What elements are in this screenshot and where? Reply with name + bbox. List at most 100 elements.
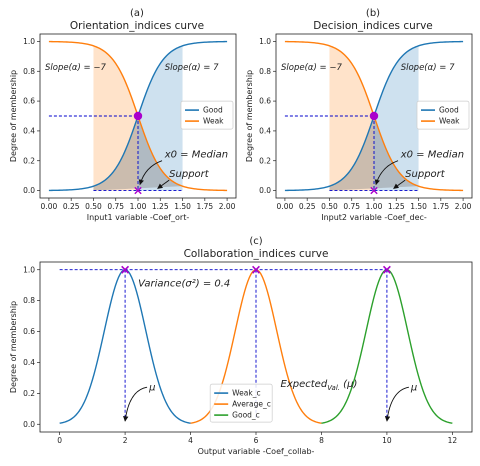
plot-b-support-label: Support (405, 169, 446, 180)
plot-c-mu-label: μ (148, 382, 155, 393)
expected-tail: (μ) (340, 379, 357, 390)
plot-c-x-tick-label: 12 (448, 436, 458, 445)
plot-a-x-tick-label: 1.50 (174, 202, 191, 211)
panel-c-label: (c) (249, 236, 262, 247)
plot-c-x-tick-label: 8 (319, 436, 324, 445)
plot-c-x-tick-label: 6 (254, 436, 259, 445)
plot-a-support-arrow (157, 179, 170, 189)
plot-a-y-tick-label: 0.2 (23, 156, 35, 165)
plot-b-slope-left-label: Slope(α) = −7 (281, 63, 342, 73)
panel-b-label: (b) (366, 8, 380, 19)
plot-a-y-tick-label: 0.4 (23, 127, 35, 136)
plot-c-y-tick-label: 0.0 (23, 420, 35, 429)
plot-b-x-tick-label: 1.00 (366, 202, 383, 211)
plot-a-x-tick-label: 2.00 (219, 202, 236, 211)
plot-b-y-tick-label: 0.2 (259, 156, 271, 165)
plot-b-legend-label-good: Good (439, 106, 459, 115)
plot-b-shaded-weak (329, 45, 374, 191)
plot-a-legend-label-good: Good (203, 106, 223, 115)
panel-a-title: Orientation_indices curve (70, 20, 204, 32)
plot-b-x-tick-label: 0.75 (343, 202, 360, 211)
expected-subscript: Val. (327, 384, 340, 392)
plot-a-x-tick-label: 1.25 (152, 202, 169, 211)
plot-c-y-tick-label: 1.0 (23, 265, 35, 274)
plot-a-shaded-good (138, 45, 183, 191)
plot-b-y-tick-label: 0.4 (259, 127, 271, 136)
plot-b-x-tick-label: 1.25 (388, 202, 405, 211)
plot-c-x-tick-label: 4 (188, 436, 193, 445)
plot-c-peak-marker (252, 265, 260, 274)
plot-c-legend-label-good-c: Good_c (232, 411, 260, 420)
plot-b-crossover-point (369, 111, 379, 121)
plot-c-expected-label: ExpectedVal. (μ) (281, 379, 358, 392)
plot-a-x-tick-label: 0.25 (63, 202, 80, 211)
plot-a-support-label: Support (169, 169, 210, 180)
plot-b-x-tick-label: 2.00 (455, 202, 472, 211)
plot-c-y-axis-label: Degree of membership (9, 301, 18, 393)
plot-b-x-tick-label: 1.75 (432, 202, 449, 211)
plot-a-x-tick-label: 0.50 (85, 202, 102, 211)
plot-a-y-axis-label: Degree of membership (9, 70, 18, 162)
plot-a-y-tick-label: 1.0 (23, 37, 35, 46)
plot-c-legend-label-average-c: Average_c (232, 400, 271, 409)
plot-c-mu-arrow (384, 386, 409, 422)
plot-a-y-tick-label: 0.6 (23, 97, 35, 106)
plot-a-slope-right-label: Slope(α) = 7 (165, 63, 219, 73)
panel-a-label: (a) (130, 8, 144, 19)
plot-c-x-axis-label: Output variable -Coef_collab- (198, 447, 315, 456)
plot-a: 0.00 0.25 0.50 0.75 1.00 1.25 1.50 1.75 2.00 0.0 0… (9, 33, 237, 222)
plot-b-slope-right-label: Slope(α) = 7 (401, 63, 455, 73)
plot-a-median-label: x0 = Median (164, 150, 228, 161)
plot-a-y-tick-label: 0.8 (23, 67, 35, 76)
plot-b-y-tick-label: 0.8 (259, 67, 271, 76)
plot-b-median-marker (370, 186, 378, 195)
plot-b-median-label: x0 = Median (400, 150, 464, 161)
plot-c-variance-label: Variance(σ²) = 0.4 (138, 279, 230, 290)
plot-b-x-axis-label: Input2 variable -Coef_dec- (321, 213, 427, 222)
plot-b-legend-label-weak: Weak (439, 117, 460, 126)
plot-c-mu-arrow (123, 386, 148, 422)
plot-a-median-arrow (138, 160, 163, 186)
plot-a-y-tick-label: 0.0 (23, 186, 35, 195)
plot-c-peak-marker (121, 265, 130, 274)
plot-b-x-tick-label: 1.50 (410, 202, 427, 211)
plot-a-slope-left-label: Slope(α) = −7 (45, 63, 106, 73)
plot-b-y-tick-label: 0.6 (259, 97, 271, 106)
plot-b-shaded-good (374, 45, 419, 191)
plot-b-legend-box (416, 100, 470, 130)
plot-a-median-marker (134, 186, 142, 195)
plot-a-crossover-point (133, 111, 143, 121)
plot-b-y-tick-label: 1.0 (259, 37, 271, 46)
plot-c-y-tick-label: 0.4 (23, 358, 35, 367)
plot-b: 0.00 0.25 0.50 0.75 1.00 1.25 1.50 1.75 2.00 0.0 0… (245, 33, 473, 222)
plot-b-y-axis-label: Degree of membership (245, 70, 254, 162)
plot-c-mu-label: μ (410, 382, 417, 393)
plot-b-x-tick-label: 0.25 (299, 202, 316, 211)
plot-c-y-tick-label: 0.6 (23, 327, 35, 336)
plot-a-x-axis-label: Input1 variable -Coef_ort- (87, 213, 190, 222)
plot-a-legend-label-weak: Weak (203, 117, 224, 126)
plot-c-peak-marker (382, 265, 391, 274)
plot-c-y-tick-label: 0.2 (23, 389, 35, 398)
plot-c: 0 2 4 6 8 10 12 0.0 0.2 0.4 0.6 0.8 1.0 Output variab… (9, 261, 473, 456)
plot-a-shaded-weak (93, 45, 138, 191)
plot-c-x-tick-label: 2 (123, 436, 128, 445)
plot-a-legend-box (180, 100, 234, 130)
plot-c-legend-label-weak-c: Weak_c (232, 389, 260, 398)
plot-b-support-arrow (393, 179, 406, 189)
expected-word: Expected (281, 379, 328, 390)
panel-b-title: Decision_indices curve (313, 20, 433, 32)
plot-b-x-tick-label: 0.00 (277, 202, 294, 211)
plot-a-x-tick-label: 0.75 (107, 202, 124, 211)
plot-b-y-tick-label: 0.0 (259, 186, 271, 195)
plot-c-x-tick-label: 10 (382, 436, 392, 445)
plot-a-x-tick-label: 1.75 (196, 202, 213, 211)
plot-a-x-tick-label: 0.00 (41, 202, 58, 211)
plot-c-x-tick-label: 0 (57, 436, 62, 445)
plot-c-y-tick-label: 0.8 (23, 296, 35, 305)
plot-a-x-tick-label: 1.00 (130, 202, 147, 211)
panel-c-title: Collaboration_indices curve (184, 248, 329, 260)
plot-b-median-arrow (374, 160, 399, 186)
plot-b-x-tick-label: 0.50 (321, 202, 338, 211)
